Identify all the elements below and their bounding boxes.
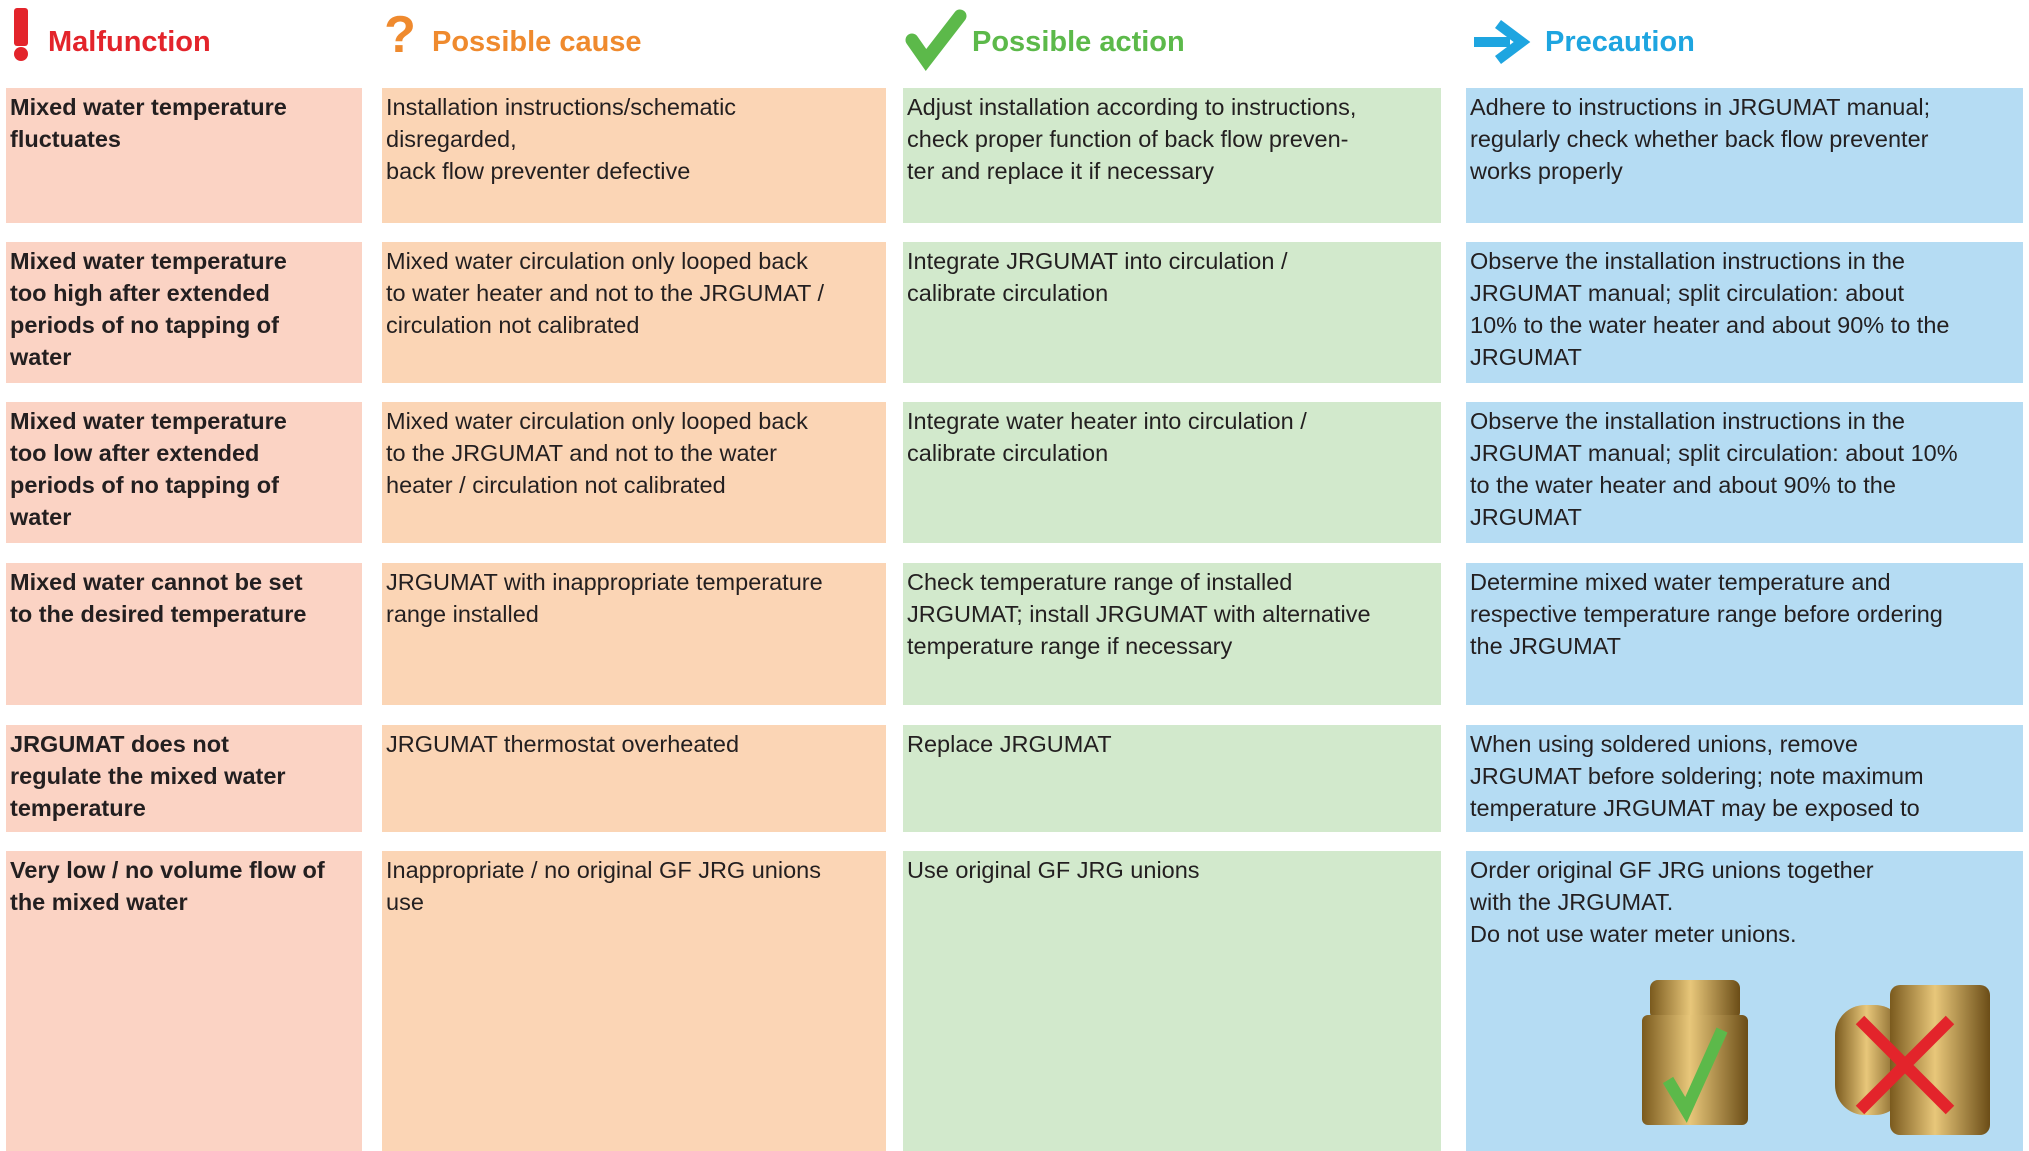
table-cell: Mixed water cannot be set to the desired … (6, 563, 362, 705)
cell-line: JRGUMAT before soldering; note maximum (1470, 763, 1924, 789)
cell-line: periods of no tapping of (10, 312, 279, 338)
cell-line: JRGUMAT manual; split circulation: about (1470, 280, 1905, 306)
cell-line: JRGUMAT with inappropriate temperature (386, 569, 823, 595)
cell-line: When using soldered unions, remove (1470, 731, 1858, 757)
cell-line: Order original GF JRG unions together (1470, 857, 1874, 883)
table-cell: Installation instructions/schematic disre… (382, 88, 886, 223)
cell-line: range installed (386, 601, 539, 627)
table-cell: Mixed water circulation only looped back… (382, 242, 886, 383)
cell-line: Mixed water cannot be set (10, 569, 303, 595)
cell-line: JRGUMAT (1470, 344, 1582, 370)
table-cell: Mixed water temperature fluctuates (6, 88, 362, 223)
cell-line: Integrate JRGUMAT into circulation / (907, 248, 1288, 274)
table-cell: Mixed water temperature too low after ext… (6, 402, 362, 543)
cell-line: ter and replace it if necessary (907, 158, 1214, 184)
table-cell: Inappropriate / no original GF JRG union… (382, 851, 886, 1151)
cell-line: disregarded, (386, 126, 517, 152)
table-cell: JRGUMAT thermostat overheated (382, 725, 886, 832)
cell-line: 10% to the water heater and about 90% to… (1470, 312, 1950, 338)
cell-line: periods of no tapping of (10, 472, 279, 498)
cell-line: circulation not calibrated (386, 312, 640, 338)
cell-line: JRGUMAT (1470, 504, 1582, 530)
cell-line: temperature JRGUMAT may be exposed to (1470, 795, 1920, 821)
cell-line: back flow preventer defective (386, 158, 691, 184)
cell-line: heater / circulation not calibrated (386, 472, 726, 498)
column-header: Precaution (1545, 26, 1695, 58)
cell-line: JRGUMAT; install JRGUMAT with alternativ… (907, 601, 1371, 627)
cell-line: use (386, 889, 424, 915)
cell-line: to the water heater and about 90% to the (1470, 472, 1896, 498)
cell-line: temperature range if necessary (907, 633, 1233, 659)
cell-line: the mixed water (10, 889, 188, 915)
table-cell: Adjust installation according to instruc… (903, 88, 1441, 223)
cell-line: Very low / no volume flow of (10, 857, 325, 883)
cell-line: regulate the mixed water (10, 763, 286, 789)
table-cell: Check temperature range of installed JRGU… (903, 563, 1441, 705)
cell-line: works properly (1470, 158, 1623, 184)
table-cell: Replace JRGUMAT (903, 725, 1441, 832)
cell-line: water (10, 504, 72, 530)
cell-line: JRGUMAT manual; split circulation: about… (1470, 440, 1958, 466)
cell-line: Installation instructions/schematic (386, 94, 737, 120)
cell-line: JRGUMAT does not (10, 731, 229, 757)
table-cell: Mixed water circulation only looped back… (382, 402, 886, 543)
cell-line: Mixed water temperature (10, 408, 287, 434)
table-cell: When using soldered unions, remove JRGUMA… (1466, 725, 2023, 832)
table-cell: Observe the installation instructions in… (1466, 242, 2023, 383)
table-cell: Observe the installation instructions in… (1466, 402, 2023, 543)
cell-line: too high after extended (10, 280, 270, 306)
cell-line: too low after extended (10, 440, 260, 466)
cell-line: Use original GF JRG unions (907, 857, 1200, 883)
cell-line: fluctuates (10, 126, 121, 152)
cell-line: with the JRGUMAT. (1470, 889, 1674, 915)
cell-line: Inappropriate / no original GF JRG union… (386, 857, 821, 883)
cell-line: Replace JRGUMAT (907, 731, 1112, 757)
cell-line: calibrate circulation (907, 440, 1109, 466)
cell-line: Observe the installation instructions in… (1470, 248, 1905, 274)
cell-line: respective temperature range before orde… (1470, 601, 1943, 627)
table-cell: Determine mixed water temperature and res… (1466, 563, 2023, 705)
cell-line: water (10, 344, 72, 370)
cell-line: Observe the installation instructions in… (1470, 408, 1905, 434)
svg-text:?: ? (384, 6, 416, 64)
table-cell: Use original GF JRG unions (903, 851, 1441, 1151)
cell-line: to water heater and not to the JRGUMAT / (386, 280, 825, 306)
union-images (1642, 980, 1990, 1135)
cell-line: check proper function of back flow preve… (907, 126, 1349, 152)
cell-line: the JRGUMAT (1470, 633, 1622, 659)
table-cell: Integrate water heater into circulation … (903, 402, 1441, 543)
table-cell: JRGUMAT does not regulate the mixed water… (6, 725, 362, 832)
cell-line: calibrate circulation (907, 280, 1109, 306)
column-header: Possible cause (432, 26, 642, 58)
cell-line: Adhere to instructions in JRGUMAT manual… (1470, 94, 1931, 120)
cell-line: Mixed water temperature (10, 248, 287, 274)
cell-line: Mixed water circulation only looped back (386, 408, 808, 434)
column-header: Possible action (972, 26, 1185, 58)
cell-line: temperature (10, 795, 146, 821)
table-cell: Mixed water temperature too high after ex… (6, 242, 362, 383)
table-cell: JRGUMAT with inappropriate temperature ra… (382, 563, 886, 705)
table-cell: Very low / no volume flow of the mixed wa… (6, 851, 362, 1151)
cell-line: regularly check whether back flow preven… (1470, 126, 1929, 152)
column-header: Malfunction (48, 26, 211, 58)
cell-line: Determine mixed water temperature and (1470, 569, 1891, 595)
table-cell: Integrate JRGUMAT into circulation / cali… (903, 242, 1441, 383)
table-cell: Adhere to instructions in JRGUMAT manual… (1466, 88, 2023, 223)
cell-line: Adjust installation according to instruc… (907, 94, 1357, 120)
cell-line: JRGUMAT thermostat overheated (386, 731, 740, 757)
cell-line: Do not use water meter unions. (1470, 921, 1797, 947)
cell-line: Check temperature range of installed (907, 569, 1293, 595)
header-icons: ? (14, 6, 1531, 71)
cell-line: Mixed water circulation only looped back (386, 248, 808, 274)
cell-line: Mixed water temperature (10, 94, 287, 120)
cell-line: to the JRGUMAT and not to the water (386, 440, 777, 466)
cell-line: to the desired temperature (10, 601, 307, 627)
cell-line: Integrate water heater into circulation … (907, 408, 1307, 434)
